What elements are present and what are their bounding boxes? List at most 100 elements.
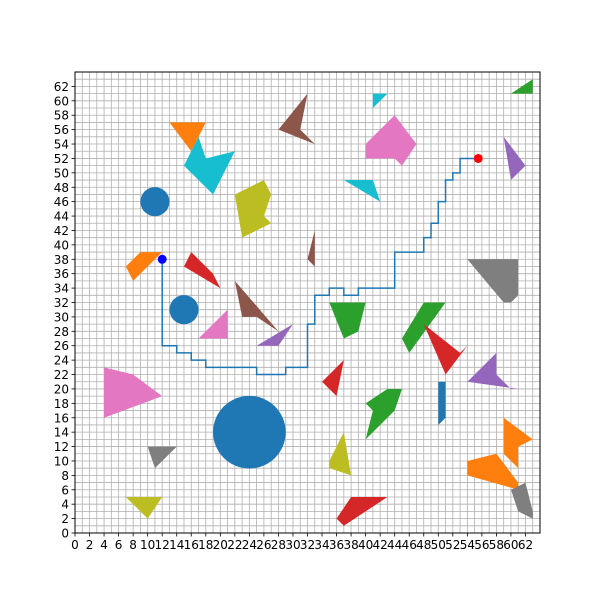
y-tick-label: 30 <box>54 310 69 324</box>
y-tick-label: 32 <box>54 296 69 310</box>
x-tick-label: 6 <box>115 538 123 552</box>
y-tick-label: 8 <box>61 469 69 483</box>
obstacle-polygon <box>372 93 388 109</box>
obstacle-polygon <box>256 324 293 346</box>
y-tick-label: 60 <box>54 94 69 108</box>
obstacle-polygon <box>183 136 235 195</box>
start-point <box>157 254 167 264</box>
y-tick-label: 40 <box>54 238 69 252</box>
path-line <box>161 157 479 376</box>
x-tick-label: 32 <box>300 538 315 552</box>
obstacle-polygon <box>503 136 526 181</box>
y-tick-label: 16 <box>54 411 69 425</box>
obstacle-polygon <box>322 360 344 397</box>
obstacle-polygon <box>365 388 402 440</box>
obstacle-polygon <box>169 122 206 152</box>
x-tick-label: 28 <box>271 538 286 552</box>
y-tick-label: 34 <box>54 282 69 296</box>
x-tick-label: 50 <box>431 538 446 552</box>
x-tick-label: 52 <box>445 538 460 552</box>
obstacle-polygon <box>401 302 446 353</box>
x-tick-label: 24 <box>242 538 257 552</box>
obstacle-polygon <box>198 309 228 339</box>
obstacle-circle <box>169 295 199 325</box>
x-tick-label: 12 <box>155 538 170 552</box>
x-tick-label: 60 <box>503 538 518 552</box>
y-tick-label: 58 <box>54 109 69 123</box>
x-tick-label: 48 <box>416 538 431 552</box>
x-tick-label: 46 <box>402 538 417 552</box>
obstacle-polygon <box>467 259 519 303</box>
x-tick-label: 44 <box>387 538 402 552</box>
obstacle-polygon <box>183 252 221 289</box>
y-tick-label: 36 <box>54 267 69 281</box>
x-tick-label: 16 <box>184 538 199 552</box>
x-tick-label: 18 <box>198 538 213 552</box>
obstacle-polygon <box>147 446 177 469</box>
x-tick-label: 22 <box>227 538 242 552</box>
y-tick-label: 54 <box>54 138 69 152</box>
obstacle-polygon <box>467 352 519 389</box>
obstacle-polygon <box>510 482 533 519</box>
obstacle-polygon <box>278 93 315 145</box>
x-tick-label: 54 <box>460 538 475 552</box>
obstacle-polygon <box>438 381 446 425</box>
x-tick-label: 42 <box>373 538 388 552</box>
y-tick-label: 22 <box>54 368 69 382</box>
obstacle-polygon <box>503 417 533 469</box>
y-tick-label: 50 <box>54 166 69 180</box>
x-tick-label: 34 <box>314 538 329 552</box>
obstacle-polygon <box>423 324 475 375</box>
obstacles <box>104 79 533 526</box>
x-tick-label: 30 <box>285 538 300 552</box>
obstacle-polygon <box>234 280 279 332</box>
obstacle-polygon <box>343 180 381 202</box>
obstacle-polygon <box>365 115 417 166</box>
obstacle-polygon <box>510 79 533 94</box>
x-tick-label: 40 <box>358 538 373 552</box>
y-tick-label: 18 <box>54 397 69 411</box>
y-tick-label: 14 <box>54 426 69 440</box>
y-tick-label: 56 <box>54 123 69 137</box>
obstacle-polygon <box>307 230 315 267</box>
y-tick-label: 2 <box>61 512 69 526</box>
obstacle-polygon <box>329 302 366 339</box>
endpoints <box>157 153 483 264</box>
x-tick-label: 56 <box>474 538 489 552</box>
y-tick-label: 48 <box>54 181 69 195</box>
x-axis-ticks: 0 2 4 6 8 10 12 14 16 18 20 22 24 26 28 30 32 34 36 38 40 42 4… <box>71 533 533 552</box>
y-tick-label: 6 <box>61 483 69 497</box>
y-tick-label: 52 <box>54 152 69 166</box>
obstacle-polygon <box>125 252 163 281</box>
y-tick-label: 46 <box>54 195 69 209</box>
y-tick-label: 20 <box>54 382 69 396</box>
y-tick-label: 10 <box>54 454 69 468</box>
obstacle-polygon <box>104 367 163 418</box>
path-series <box>161 157 479 376</box>
obstacle-polygon <box>467 453 519 490</box>
obstacle-polygon <box>336 496 388 526</box>
x-tick-label: 58 <box>489 538 504 552</box>
x-tick-label: 26 <box>256 538 271 552</box>
x-tick-label: 20 <box>213 538 228 552</box>
y-axis-ticks: 0246810121416182022242628303234363840424… <box>54 80 75 541</box>
y-tick-label: 4 <box>61 498 69 512</box>
y-tick-label: 24 <box>54 354 69 368</box>
y-tick-label: 28 <box>54 325 69 339</box>
x-tick-label: 36 <box>329 538 344 552</box>
x-tick-label: 10 <box>140 538 155 552</box>
y-tick-label: 62 <box>54 80 69 94</box>
x-tick-label: 14 <box>169 538 184 552</box>
x-tick-label: 4 <box>100 538 108 552</box>
obstacle-polygon <box>329 432 352 476</box>
x-tick-label: 8 <box>129 538 137 552</box>
obstacle-circle <box>140 187 170 217</box>
x-tick-label: 62 <box>518 538 533 552</box>
y-tick-label: 42 <box>54 224 69 238</box>
x-tick-label: 38 <box>343 538 358 552</box>
x-tick-label: 0 <box>71 538 79 552</box>
obstacle-circle <box>213 395 286 469</box>
obstacle-polygon <box>234 180 272 238</box>
x-tick-label: 2 <box>86 538 94 552</box>
